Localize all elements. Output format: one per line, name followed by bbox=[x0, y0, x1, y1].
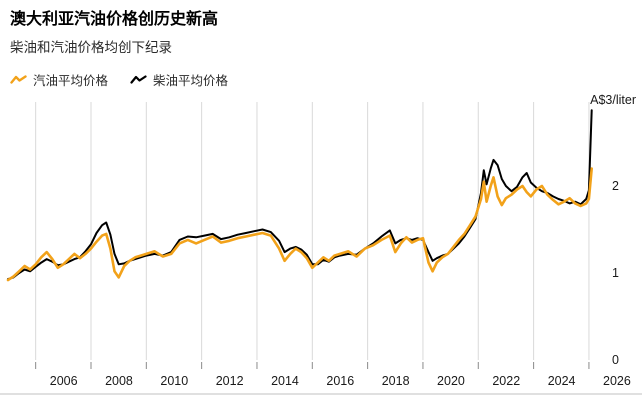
petrol-price-line bbox=[6, 167, 594, 282]
legend-item-diesel: 柴油平均价格 bbox=[130, 70, 228, 89]
y-axis-unit-label: A$3/liter bbox=[590, 93, 636, 107]
legend-label-diesel: 柴油平均价格 bbox=[153, 74, 229, 89]
chart-title: 澳大利亚汽油价格创历史新高 bbox=[10, 11, 219, 28]
chart-subtitle: 柴油和汽油价格均创下纪录 bbox=[10, 40, 172, 56]
chart-header: 澳大利亚汽油价格创历史新高 柴油和汽油价格均创下纪录 汽油平均价格 柴油平均价格 bbox=[0, 0, 642, 89]
legend-label-petrol: 汽油平均价格 bbox=[33, 74, 109, 89]
x-tick-label-2018: 2018 bbox=[382, 374, 410, 388]
x-tick-label-2026: 2026 bbox=[603, 374, 631, 388]
x-tick-label-2020: 2020 bbox=[437, 374, 465, 388]
y-tick-label-0: 0 bbox=[612, 353, 619, 367]
x-tick-label-2022: 2022 bbox=[492, 374, 520, 388]
diesel-line-swatch-icon bbox=[130, 75, 147, 84]
x-tick-label-2016: 2016 bbox=[326, 374, 354, 388]
y-tick-label-1: 1 bbox=[612, 266, 619, 280]
petrol-line-swatch-icon bbox=[10, 75, 27, 84]
price-line-chart: 2006 2008 2010 2012 2014 2016 2018 2020 2022 2024… bbox=[0, 93, 642, 395]
price-chart-area: 2006 2008 2010 2012 2014 2016 2018 2020 2022 2024… bbox=[0, 88, 642, 403]
x-tick-label-2012: 2012 bbox=[216, 374, 244, 388]
x-tick-label-2006: 2006 bbox=[50, 374, 78, 388]
diesel-price-line bbox=[7, 109, 593, 281]
x-tick-label-2014: 2014 bbox=[271, 374, 299, 388]
x-tick-label-2008: 2008 bbox=[105, 374, 133, 388]
x-tick-label-2010: 2010 bbox=[160, 374, 188, 388]
x-tick-label-2024: 2024 bbox=[548, 374, 576, 388]
legend-item-petrol: 汽油平均价格 bbox=[10, 70, 108, 89]
y-tick-label-2: 2 bbox=[612, 179, 619, 193]
chart-legend: 汽油平均价格 柴油平均价格 bbox=[10, 70, 630, 89]
